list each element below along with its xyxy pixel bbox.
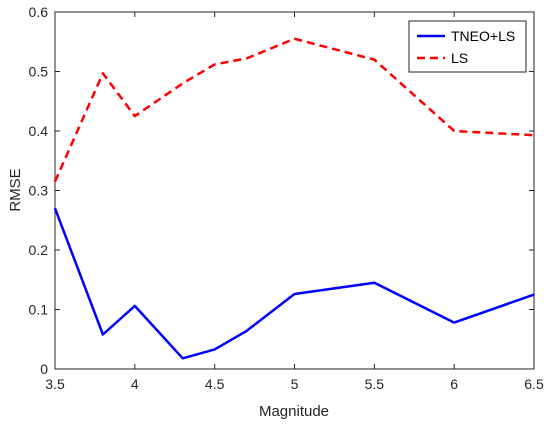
x-axis-label: Magnitude xyxy=(259,403,329,420)
x-tick-label: 5.5 xyxy=(365,376,385,392)
x-tick-label: 4.5 xyxy=(205,376,225,392)
legend[interactable]: TNEO+LS LS xyxy=(408,20,527,73)
y-tick-label: 0.2 xyxy=(29,242,49,258)
y-tick-label: 0.4 xyxy=(29,123,49,139)
y-axis-label: RMSE xyxy=(7,168,24,211)
x-tick-label: 6 xyxy=(450,376,458,392)
legend-label-ls: LS xyxy=(451,50,468,66)
series-line-ls xyxy=(53,37,535,183)
series-line-tneo-ls xyxy=(53,207,535,360)
y-tick-label: 0.3 xyxy=(29,183,49,199)
legend-box xyxy=(408,20,527,73)
x-axis-ticks: 3.5 4 4.5 5 5.5 6 6.5 xyxy=(45,12,544,392)
x-tick-label: 3.5 xyxy=(45,376,65,392)
y-tick-label: 0.1 xyxy=(29,302,49,318)
y-axis-ticks: 0 0.1 0.2 0.3 0.4 0.5 0.6 xyxy=(29,4,534,377)
series-layer xyxy=(53,37,535,360)
x-tick-label: 4 xyxy=(131,376,139,392)
legend-label-tneo-ls: TNEO+LS xyxy=(451,28,515,44)
y-tick-label: 0.6 xyxy=(29,4,49,20)
y-tick-label: 0.5 xyxy=(29,64,49,80)
x-tick-label: 6.5 xyxy=(524,376,544,392)
x-tick-label: 5 xyxy=(291,376,299,392)
y-tick-label: 0 xyxy=(40,361,48,377)
